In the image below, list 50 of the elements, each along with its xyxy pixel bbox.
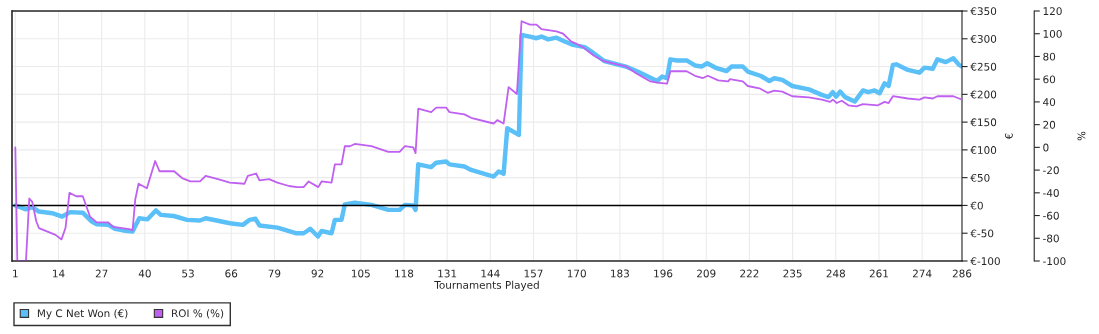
y2-tick-label: -60 [1043,211,1059,220]
x-tick-label: 286 [952,269,972,278]
y-tick-label: €-50 [970,229,994,238]
x-tick-label: 209 [697,269,716,278]
x-tick-label: 53 [182,269,194,278]
y-tick-label: €100 [970,146,997,154]
y2-axis-title: % [1077,131,1086,141]
x-tick-label: 66 [225,269,238,278]
x-tick-label: 248 [826,269,845,278]
y-tick-label: €300 [970,35,997,43]
y-axis-title: € [1004,133,1013,140]
y-tick-label: €50 [970,173,990,182]
x-tick-label: 183 [611,269,629,278]
y2-tick-label: -100 [1043,257,1066,266]
x-tick-label: 118 [395,269,414,278]
y2-tick-label: 80 [1043,52,1056,61]
y2-tick-label: -20 [1043,166,1059,175]
x-tick-label: 1 [13,269,18,278]
x-tick-label: 40 [138,269,151,278]
x-tick-label: 79 [268,269,281,278]
x-tick-label: 144 [481,269,500,278]
x-axis-title: Tournaments Played [434,280,539,291]
x-tick-label: 14 [53,269,65,278]
x-tick-label: 131 [438,269,457,278]
y-tick-label: €150 [970,118,997,127]
x-tick-label: 157 [524,269,543,278]
y2-tick-label: 60 [1043,75,1056,84]
y-tick-label: €-100 [970,257,1000,266]
legend-label: My C Net Won (€) [37,309,128,320]
x-tick-label: 105 [351,269,370,278]
x-tick-label: 235 [783,269,802,278]
x-tick-label: 170 [567,269,586,278]
y2-tick-label: 100 [1043,29,1062,38]
y2-tick-label: 20 [1043,120,1056,129]
x-tick-label: 196 [654,269,673,278]
y-tick-label: €200 [970,90,997,99]
x-tick-label: 274 [912,269,932,278]
y2-tick-label: 120 [1043,7,1062,16]
y2-tick-label: -80 [1043,234,1059,243]
y2-tick-label: 0 [1043,143,1049,152]
x-tick-label: 92 [311,269,324,278]
x-tick-label: 27 [95,269,108,278]
y-tick-label: €350 [970,7,997,16]
y2-tick-label: 40 [1043,98,1056,107]
x-tick-label: 261 [869,269,888,278]
y2-tick-label: -40 [1043,189,1059,197]
y-tick-label: €0 [970,201,983,210]
y-tick-label: €250 [970,62,997,71]
x-tick-label: 222 [740,269,759,278]
legend-label: ROI % (%) [172,309,224,319]
